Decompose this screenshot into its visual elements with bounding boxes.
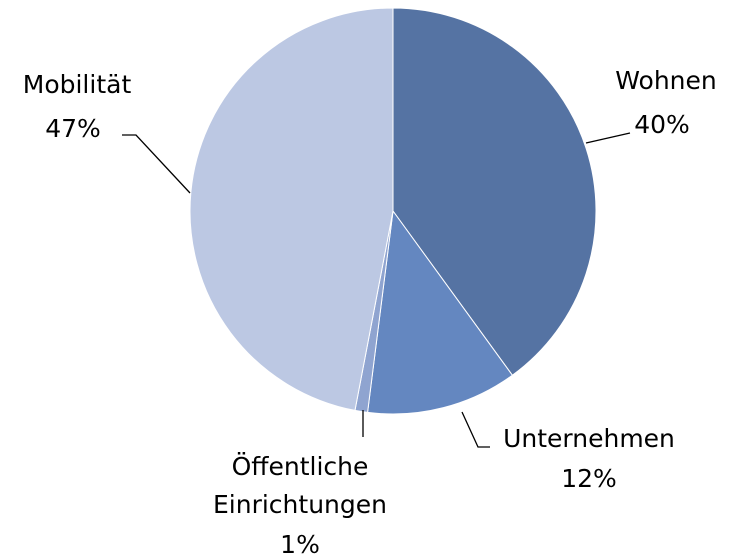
pie-slice: [366, 209, 514, 415]
value-label: 1%: [280, 530, 320, 559]
value-label: 47%: [45, 114, 101, 143]
pie-slice: [189, 7, 394, 411]
category-label: Öffentliche Einrichtungen: [213, 452, 387, 519]
leader-line: [122, 134, 191, 194]
leader-line: [461, 411, 490, 448]
value-label: 40%: [634, 110, 690, 139]
pie-slice: [392, 7, 597, 376]
category-label: Unternehmen: [503, 424, 675, 453]
value-label: 12%: [561, 464, 617, 493]
category-label: Wohnen: [615, 66, 717, 95]
leader-line: [585, 132, 631, 144]
category-label: Mobilität: [22, 70, 132, 99]
